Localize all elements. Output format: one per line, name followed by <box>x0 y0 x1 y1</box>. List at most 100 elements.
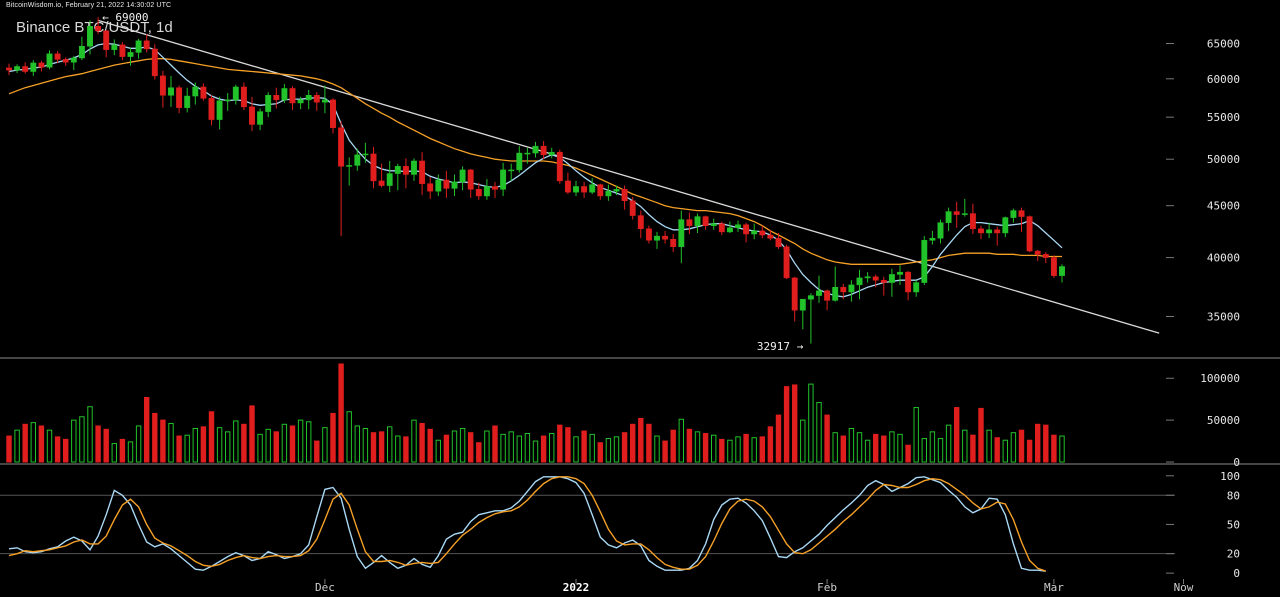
volume-bar <box>937 438 944 463</box>
candle-body <box>629 200 636 216</box>
candle-body <box>994 229 1001 234</box>
x-axis-label: 2022 <box>563 581 590 594</box>
volume-bar <box>759 436 765 463</box>
candle-body <box>605 190 612 197</box>
volume-bar <box>30 422 37 463</box>
volume-bar <box>1010 432 1017 463</box>
volume-bar <box>160 419 166 463</box>
volume-bar <box>71 419 77 463</box>
volume-bar <box>702 433 709 463</box>
volume-bar <box>322 427 328 463</box>
volume-bar <box>54 436 61 463</box>
volume-bar <box>540 435 547 463</box>
volume-bar <box>144 397 150 463</box>
volume-bar <box>1051 434 1057 463</box>
volume-bar <box>330 412 336 463</box>
candle-body <box>540 145 547 156</box>
volume-bar <box>970 434 976 463</box>
candle-body <box>184 95 191 108</box>
volume-bar <box>1018 429 1025 463</box>
candle-body <box>597 184 604 197</box>
volume-bar <box>848 427 855 463</box>
volume-bar <box>289 425 296 463</box>
candle-body <box>694 216 701 226</box>
volume-bar <box>370 432 377 463</box>
x-axis-label: Mar <box>1044 581 1064 594</box>
candle-body <box>362 153 369 156</box>
candle-body <box>1010 210 1017 218</box>
candle-body <box>986 229 993 234</box>
candle-body <box>402 166 409 175</box>
candle-body <box>70 57 77 63</box>
candle-body <box>824 290 831 301</box>
candle-body <box>767 234 774 239</box>
volume-bar <box>459 427 466 463</box>
volume-bar <box>945 424 952 463</box>
stochastic-axis-tick-label: 80 <box>1227 489 1240 502</box>
candle-body <box>192 86 199 97</box>
candle-body <box>127 52 134 57</box>
candle-body <box>978 228 984 234</box>
candle-body <box>22 66 29 72</box>
volume-bar <box>929 431 936 463</box>
volume-bar <box>192 427 199 463</box>
volume-bar <box>873 433 879 463</box>
candle-body <box>240 86 247 108</box>
volume-bar <box>954 407 960 463</box>
price-axis-tick-label: 55000 <box>1207 111 1240 124</box>
volume-bar <box>840 435 846 463</box>
volume-bar <box>743 433 749 463</box>
volume-bar <box>127 441 134 463</box>
volume-bar <box>22 423 28 463</box>
candle-body <box>273 95 280 101</box>
source-timestamp: BitcoinWisdom.io, February 21, 2022 14:3… <box>6 2 172 9</box>
candle-body <box>678 219 685 247</box>
price-axis-tick-label: 35000 <box>1207 310 1240 323</box>
candle-body <box>297 99 304 104</box>
volume-bar <box>986 429 992 463</box>
x-axis-label: Now <box>1174 581 1194 594</box>
volume-bar <box>1026 439 1033 463</box>
volume-bar <box>1043 424 1049 463</box>
candle-body <box>443 179 450 189</box>
volume-bar <box>492 425 498 463</box>
price-axis-tick-label: 60000 <box>1207 73 1240 86</box>
candle-body <box>216 100 223 120</box>
volume-bar <box>856 432 863 463</box>
candle-body <box>54 53 61 60</box>
volume-bar <box>435 439 442 463</box>
volume-bar <box>783 386 790 463</box>
candle-body <box>905 271 912 293</box>
candle-body <box>735 224 741 229</box>
candle-body <box>451 181 458 189</box>
x-axis-label: Feb <box>817 581 837 594</box>
volume-bar <box>613 436 620 463</box>
volume-bar <box>111 443 117 463</box>
resistance-trendline <box>97 19 1160 334</box>
volume-bar <box>362 427 369 463</box>
candle-body <box>589 184 596 193</box>
candle-body <box>346 165 353 167</box>
candle-body <box>111 44 118 50</box>
volume-bar <box>767 426 774 463</box>
volume-bar <box>241 423 247 463</box>
volume-bar <box>881 435 887 463</box>
volume-bar <box>816 402 822 463</box>
candle-body <box>143 40 150 50</box>
candle-body <box>168 87 174 96</box>
volume-bar <box>314 440 320 463</box>
volume-bar <box>103 428 109 463</box>
volume-bar <box>273 431 280 463</box>
candle-body <box>467 169 474 190</box>
volume-bar <box>581 430 587 463</box>
candle-body <box>176 87 183 108</box>
x-axis-label: Dec <box>315 581 335 594</box>
candle-body <box>330 99 336 128</box>
candle-body <box>338 127 345 167</box>
price-axis-tick-label: 45000 <box>1207 200 1240 213</box>
candle-body <box>516 152 523 171</box>
candle-body <box>888 274 895 283</box>
volume-bar <box>427 428 433 463</box>
